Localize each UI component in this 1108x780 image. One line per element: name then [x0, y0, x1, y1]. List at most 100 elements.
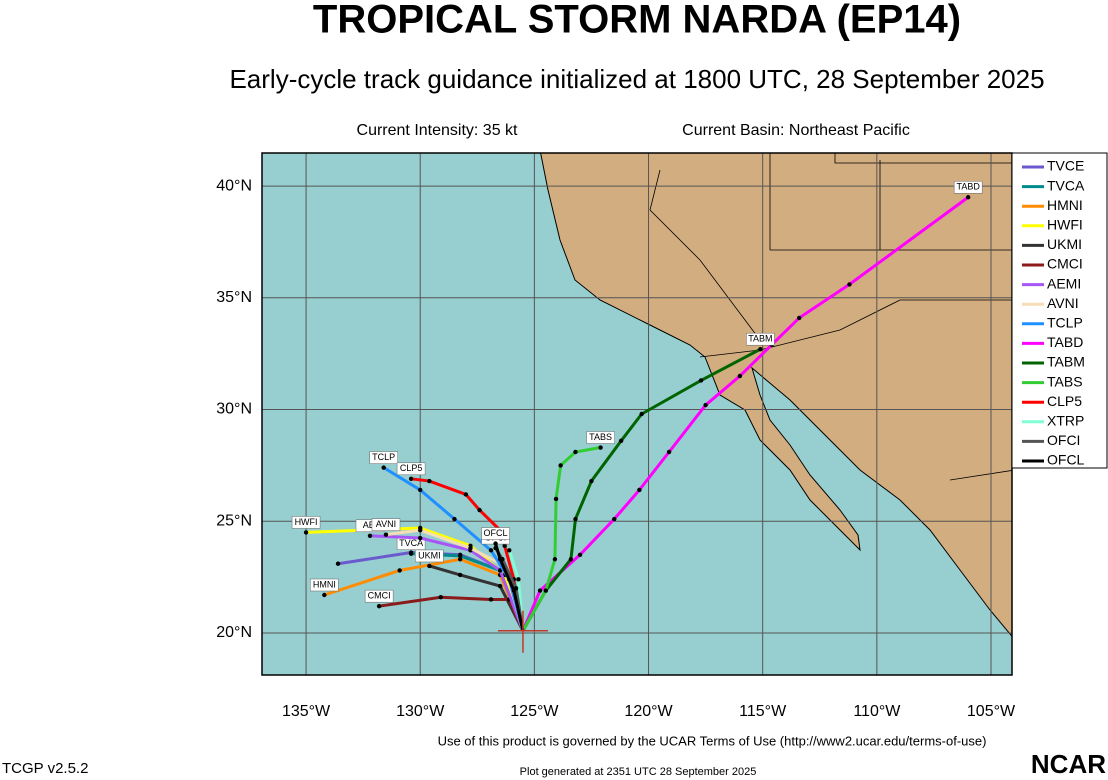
track-point	[502, 543, 507, 549]
track-point	[488, 597, 494, 602]
track-point	[698, 378, 704, 383]
track-tag: UKMI	[418, 550, 441, 560]
track-tag-box	[586, 431, 615, 444]
track-point	[397, 568, 402, 573]
track-point	[666, 449, 672, 455]
track-point	[497, 557, 503, 562]
track-point	[639, 411, 644, 417]
track-point	[637, 487, 642, 493]
x-tick-label: 125°W	[510, 703, 559, 720]
y-tick-label: 20°N	[216, 624, 252, 641]
legend-label: HMNI	[1047, 197, 1083, 213]
track-tag: CMCI	[368, 591, 391, 601]
legend-label: OFCL	[1047, 452, 1085, 468]
track-tag-box	[369, 451, 398, 464]
track-point	[558, 463, 563, 468]
track-point	[511, 588, 517, 593]
track-point	[452, 516, 457, 522]
x-tick-label: 110°W	[853, 703, 901, 720]
logo: NCAR	[1031, 749, 1106, 779]
track	[521, 196, 970, 632]
track-point	[573, 449, 578, 455]
track-tag: CLP5	[400, 463, 423, 473]
track-point	[497, 583, 503, 589]
track-point	[457, 553, 463, 559]
legend-label: TVCA	[1047, 177, 1085, 193]
track-tag-box	[415, 549, 444, 563]
track-point	[438, 595, 443, 600]
legend-label: TABS	[1047, 373, 1083, 389]
track-tag: AEI	[363, 520, 378, 530]
legend-label: CMCI	[1047, 256, 1083, 272]
track-tag-box	[746, 332, 775, 346]
y-tick-label: 40°N	[216, 177, 252, 194]
track-tag-box	[310, 578, 339, 592]
legend-label: OFCI	[1047, 432, 1080, 448]
track-point	[322, 592, 327, 598]
title: TROPICAL STORM NARDA (EP14)	[313, 0, 961, 42]
y-tick-label: 30°N	[216, 401, 252, 418]
track-point	[427, 563, 432, 569]
track-point	[507, 548, 512, 553]
legend-label: UKMI	[1047, 236, 1082, 252]
intensity: Current Intensity: 35 kt	[357, 122, 519, 139]
track-tag: TABM	[748, 334, 772, 344]
subtitle: Early-cycle track guidance initialized a…	[229, 64, 1044, 94]
track-point	[703, 402, 708, 408]
track-point	[367, 533, 373, 538]
track-point	[383, 532, 389, 537]
x-tick-label: 120°W	[624, 703, 673, 720]
legend-label: TCLP	[1047, 315, 1083, 331]
track-point	[427, 478, 432, 484]
track-point	[335, 561, 341, 566]
track-tag-box	[371, 518, 401, 531]
legend-label: TVCE	[1047, 158, 1084, 174]
track-point	[457, 572, 463, 578]
track-tag-box	[396, 462, 426, 476]
legend-label: TABM	[1047, 354, 1085, 370]
track-point	[493, 541, 498, 546]
track-point	[552, 557, 558, 562]
track-point	[589, 478, 594, 484]
track-point	[408, 476, 414, 482]
track-tag-box	[364, 589, 394, 603]
track-point	[598, 445, 603, 450]
track-point	[418, 487, 423, 493]
track-point	[303, 530, 309, 535]
legend-label: XTRP	[1047, 413, 1084, 429]
track	[410, 477, 525, 632]
track-point	[618, 438, 624, 444]
terms: Use of this product is governed by the U…	[438, 733, 987, 748]
track-point	[468, 545, 473, 551]
track-tag-box	[481, 527, 510, 540]
track-point	[965, 195, 971, 200]
track-point	[537, 588, 543, 593]
track-point	[577, 552, 583, 557]
track-point	[573, 516, 578, 522]
basin: Current Basin: Northeast Pacific	[682, 122, 910, 139]
track-tag: TCLP	[372, 452, 395, 462]
track-point	[477, 507, 482, 513]
y-tick-label: 25°N	[216, 512, 252, 529]
track-tag: HMNI	[313, 579, 336, 589]
y-tick-label: 35°N	[216, 289, 252, 306]
track-tag: TVCA	[399, 538, 423, 548]
track-point	[516, 577, 521, 582]
x-tick-label: 130°W	[396, 703, 445, 720]
track-point	[847, 282, 852, 287]
x-tick-label: 115°W	[739, 703, 787, 720]
x-tick-label: 135°W	[282, 703, 331, 720]
track-tag-box	[953, 180, 983, 194]
track-point	[568, 557, 574, 562]
version: TCGP v2.5.2	[2, 760, 88, 777]
track-point	[737, 373, 743, 379]
track-point	[543, 588, 548, 593]
legend-label: HWFI	[1047, 217, 1083, 233]
track-point	[612, 516, 617, 522]
track	[494, 543, 525, 632]
legend-label: AVNI	[1047, 295, 1079, 311]
generated: Plot generated at 2351 UTC 28 September …	[520, 766, 757, 778]
track-point	[418, 535, 423, 541]
legend-label: CLP5	[1047, 393, 1082, 409]
track-tag: OFCL	[484, 528, 508, 538]
